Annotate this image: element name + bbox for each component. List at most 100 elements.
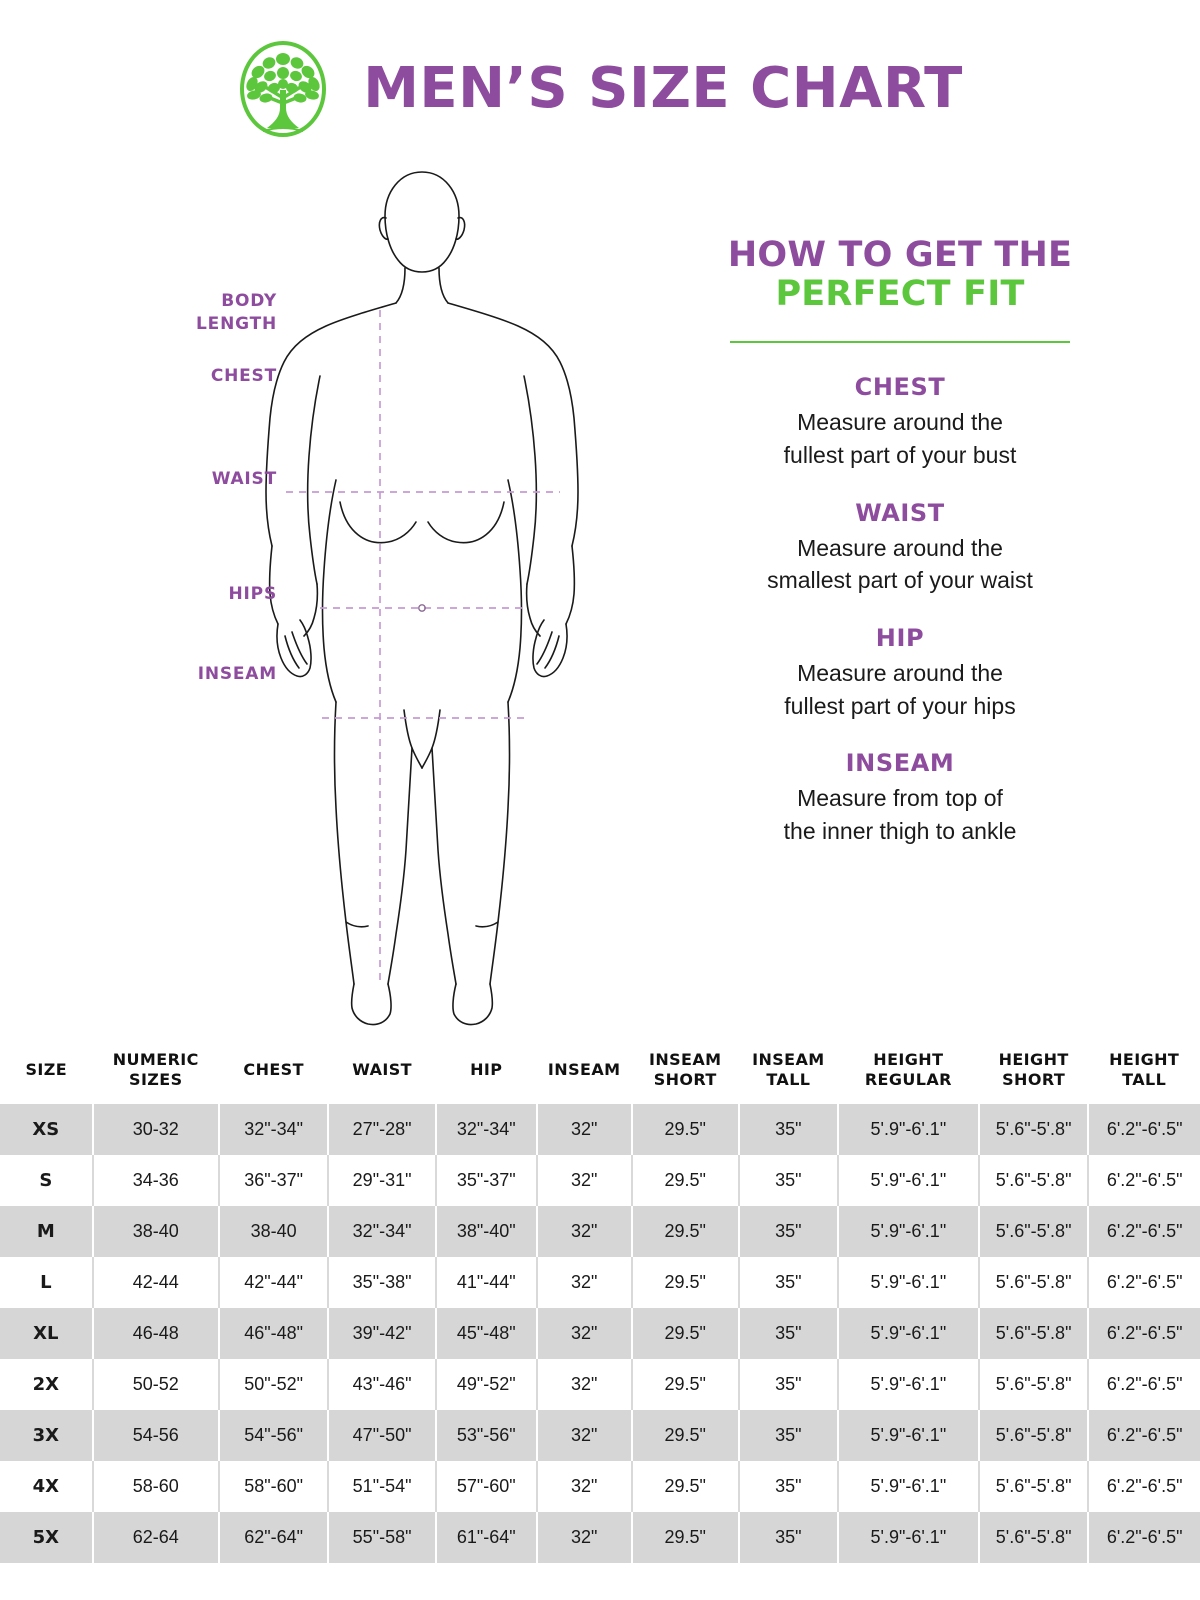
measurement-description: Measure around the fullest part of your … bbox=[783, 409, 1017, 469]
body-figure-area: BODY LENGTH CHEST WAIST HIPS INSEAM bbox=[0, 150, 600, 1030]
table-cell: 35" bbox=[738, 1206, 839, 1257]
tree-in-circle-icon bbox=[240, 41, 327, 137]
table-cell: 5'.6"-5'.8" bbox=[978, 1410, 1090, 1461]
measurement-block-inseam: INSEAM Measure from top of the inner thi… bbox=[600, 749, 1200, 847]
table-cell: 35"-38" bbox=[328, 1257, 437, 1308]
table-row: XL 46-48 46"-48" 39"-42" 45"-48" 32" 29.5" 35" 5… bbox=[0, 1308, 1200, 1359]
table-header-row: SIZE NUMERIC SIZES CHEST WAIST HIP INSEAM INSE… bbox=[0, 1040, 1200, 1104]
table-cell: 38-40 bbox=[92, 1206, 220, 1257]
table-cell: 58"-60" bbox=[218, 1461, 330, 1512]
table-cell: 5'.6"-5'.8" bbox=[978, 1155, 1090, 1206]
measurement-block-hip: HIP Measure around the fullest part of y… bbox=[600, 624, 1200, 722]
size-label-cell: 5X bbox=[0, 1512, 94, 1563]
table-cell: 62"-64" bbox=[218, 1512, 330, 1563]
size-label-cell: 4X bbox=[0, 1461, 94, 1512]
table-cell: 5'.6"-5'.8" bbox=[978, 1206, 1090, 1257]
table-cell: 27"-28" bbox=[328, 1104, 437, 1155]
column-header-10: HEIGHT TALL bbox=[1088, 1040, 1200, 1104]
table-cell: 5'.6"-5'.8" bbox=[978, 1512, 1090, 1563]
table-cell: 45"-48" bbox=[435, 1308, 538, 1359]
column-header-0: SIZE bbox=[0, 1040, 93, 1104]
table-cell: 46"-48" bbox=[218, 1308, 330, 1359]
table-cell: 29.5" bbox=[631, 1410, 740, 1461]
table-cell: 51"-54" bbox=[328, 1461, 437, 1512]
measurement-block-chest: CHEST Measure around the fullest part of… bbox=[600, 373, 1200, 471]
howto-heading-line2: PERFECT FIT bbox=[775, 274, 1025, 315]
table-cell: 32" bbox=[536, 1410, 633, 1461]
table-cell: 32" bbox=[536, 1461, 633, 1512]
table-cell: 35" bbox=[738, 1257, 839, 1308]
body-label-chest: CHEST bbox=[210, 366, 277, 386]
size-label-cell: 3X bbox=[0, 1410, 94, 1461]
table-cell: 5'.6"-5'.8" bbox=[978, 1104, 1090, 1155]
body-label-waist: WAIST bbox=[211, 469, 277, 489]
measurement-description: Measure around the fullest part of your … bbox=[784, 660, 1016, 719]
table-cell: 50-52 bbox=[92, 1359, 220, 1410]
table-cell: 35" bbox=[738, 1512, 839, 1563]
body-label-inseam: INSEAM bbox=[197, 664, 277, 684]
size-label-cell: 2X bbox=[0, 1359, 94, 1410]
table-row: 5X 62-64 62"-64" 55"-58" 61"-64" 32" 29.5" 35" 5… bbox=[0, 1512, 1200, 1563]
table-cell: 47"-50" bbox=[328, 1410, 437, 1461]
table-cell: 5'.9"-6'.1" bbox=[837, 1308, 980, 1359]
table-cell: 29.5" bbox=[631, 1257, 740, 1308]
table-cell: 46-48 bbox=[92, 1308, 220, 1359]
table-cell: 57"-60" bbox=[435, 1461, 538, 1512]
table-cell: 32" bbox=[536, 1512, 633, 1563]
column-header-4: HIP bbox=[435, 1040, 537, 1104]
table-row: S 34-36 36"-37" 29"-31" 35"-37" 32" 29.5" 35" 5'… bbox=[0, 1155, 1200, 1206]
body-label-body-length: BODY LENGTH bbox=[196, 291, 277, 334]
table-row: M 38-40 38-40 32"-34" 38"-40" 32" 29.5" 35" 5'.9… bbox=[0, 1206, 1200, 1257]
size-label-cell: L bbox=[0, 1257, 94, 1308]
table-cell: 29.5" bbox=[631, 1359, 740, 1410]
table-cell: 5'.9"-6'.1" bbox=[837, 1257, 980, 1308]
table-cell: 61"-64" bbox=[435, 1512, 538, 1563]
table-cell: 41"-44" bbox=[435, 1257, 538, 1308]
table-cell: 6'.2"-6'.5" bbox=[1088, 1512, 1200, 1563]
table-cell: 54-56 bbox=[92, 1410, 220, 1461]
size-table-container: SIZE NUMERIC SIZES CHEST WAIST HIP INSEAM INSE… bbox=[0, 1040, 1200, 1563]
table-cell: 29.5" bbox=[631, 1512, 740, 1563]
table-cell: 6'.2"-6'.5" bbox=[1088, 1206, 1200, 1257]
table-cell: 5'.6"-5'.8" bbox=[978, 1257, 1090, 1308]
table-row: L 42-44 42"-44" 35"-38" 41"-44" 32" 29.5" 35" 5'… bbox=[0, 1257, 1200, 1308]
table-cell: 35" bbox=[738, 1461, 839, 1512]
table-cell: 6'.2"-6'.5" bbox=[1088, 1155, 1200, 1206]
table-cell: 5'.9"-6'.1" bbox=[837, 1206, 980, 1257]
navel-marker bbox=[418, 604, 426, 612]
male-body-illustration bbox=[265, 171, 579, 1026]
table-cell: 5'.6"-5'.8" bbox=[978, 1461, 1090, 1512]
measurement-block-waist: WAIST Measure around the smallest part o… bbox=[600, 499, 1200, 597]
measurement-title: HIP bbox=[875, 624, 925, 652]
size-table: SIZE NUMERIC SIZES CHEST WAIST HIP INSEAM INSE… bbox=[0, 1040, 1200, 1563]
table-cell: 32"-34" bbox=[435, 1104, 538, 1155]
table-cell: 54"-56" bbox=[218, 1410, 330, 1461]
size-label-cell: XL bbox=[0, 1308, 94, 1359]
table-cell: 62-64 bbox=[92, 1512, 220, 1563]
table-cell: 35" bbox=[738, 1155, 839, 1206]
table-cell: 32" bbox=[536, 1155, 633, 1206]
table-cell: 35" bbox=[738, 1104, 839, 1155]
table-cell: 29.5" bbox=[631, 1206, 740, 1257]
table-cell: 42-44 bbox=[92, 1257, 220, 1308]
table-row: 3X 54-56 54"-56" 47"-50" 53"-56" 32" 29.5" 35" 5… bbox=[0, 1410, 1200, 1461]
column-header-3: WAIST bbox=[328, 1040, 436, 1104]
table-cell: 39"-42" bbox=[328, 1308, 437, 1359]
table-cell: 34-36 bbox=[92, 1155, 220, 1206]
page-header: MEN’S SIZE CHART bbox=[0, 34, 1200, 144]
table-cell: 6'.2"-6'.5" bbox=[1088, 1257, 1200, 1308]
table-cell: 6'.2"-6'.5" bbox=[1088, 1359, 1200, 1410]
table-cell: 29.5" bbox=[631, 1461, 740, 1512]
heading-divider bbox=[730, 341, 1070, 344]
column-header-2: CHEST bbox=[218, 1040, 329, 1104]
size-label-cell: S bbox=[0, 1155, 94, 1206]
column-header-9: HEIGHT SHORT bbox=[978, 1040, 1089, 1104]
table-cell: 36"-37" bbox=[218, 1155, 330, 1206]
table-row: XS 30-32 32"-34" 27"-28" 32"-34" 32" 29.5" 35" 5… bbox=[0, 1104, 1200, 1155]
size-table-head: SIZE NUMERIC SIZES CHEST WAIST HIP INSEAM INSE… bbox=[0, 1040, 1200, 1104]
table-row: 2X 50-52 50"-52" 43"-46" 49"-52" 32" 29.5" 35" 5… bbox=[0, 1359, 1200, 1410]
measurement-instructions-list: CHEST Measure around the fullest part of… bbox=[600, 373, 1200, 847]
table-cell: 32" bbox=[536, 1257, 633, 1308]
table-cell: 58-60 bbox=[92, 1461, 220, 1512]
table-cell: 6'.2"-6'.5" bbox=[1088, 1104, 1200, 1155]
